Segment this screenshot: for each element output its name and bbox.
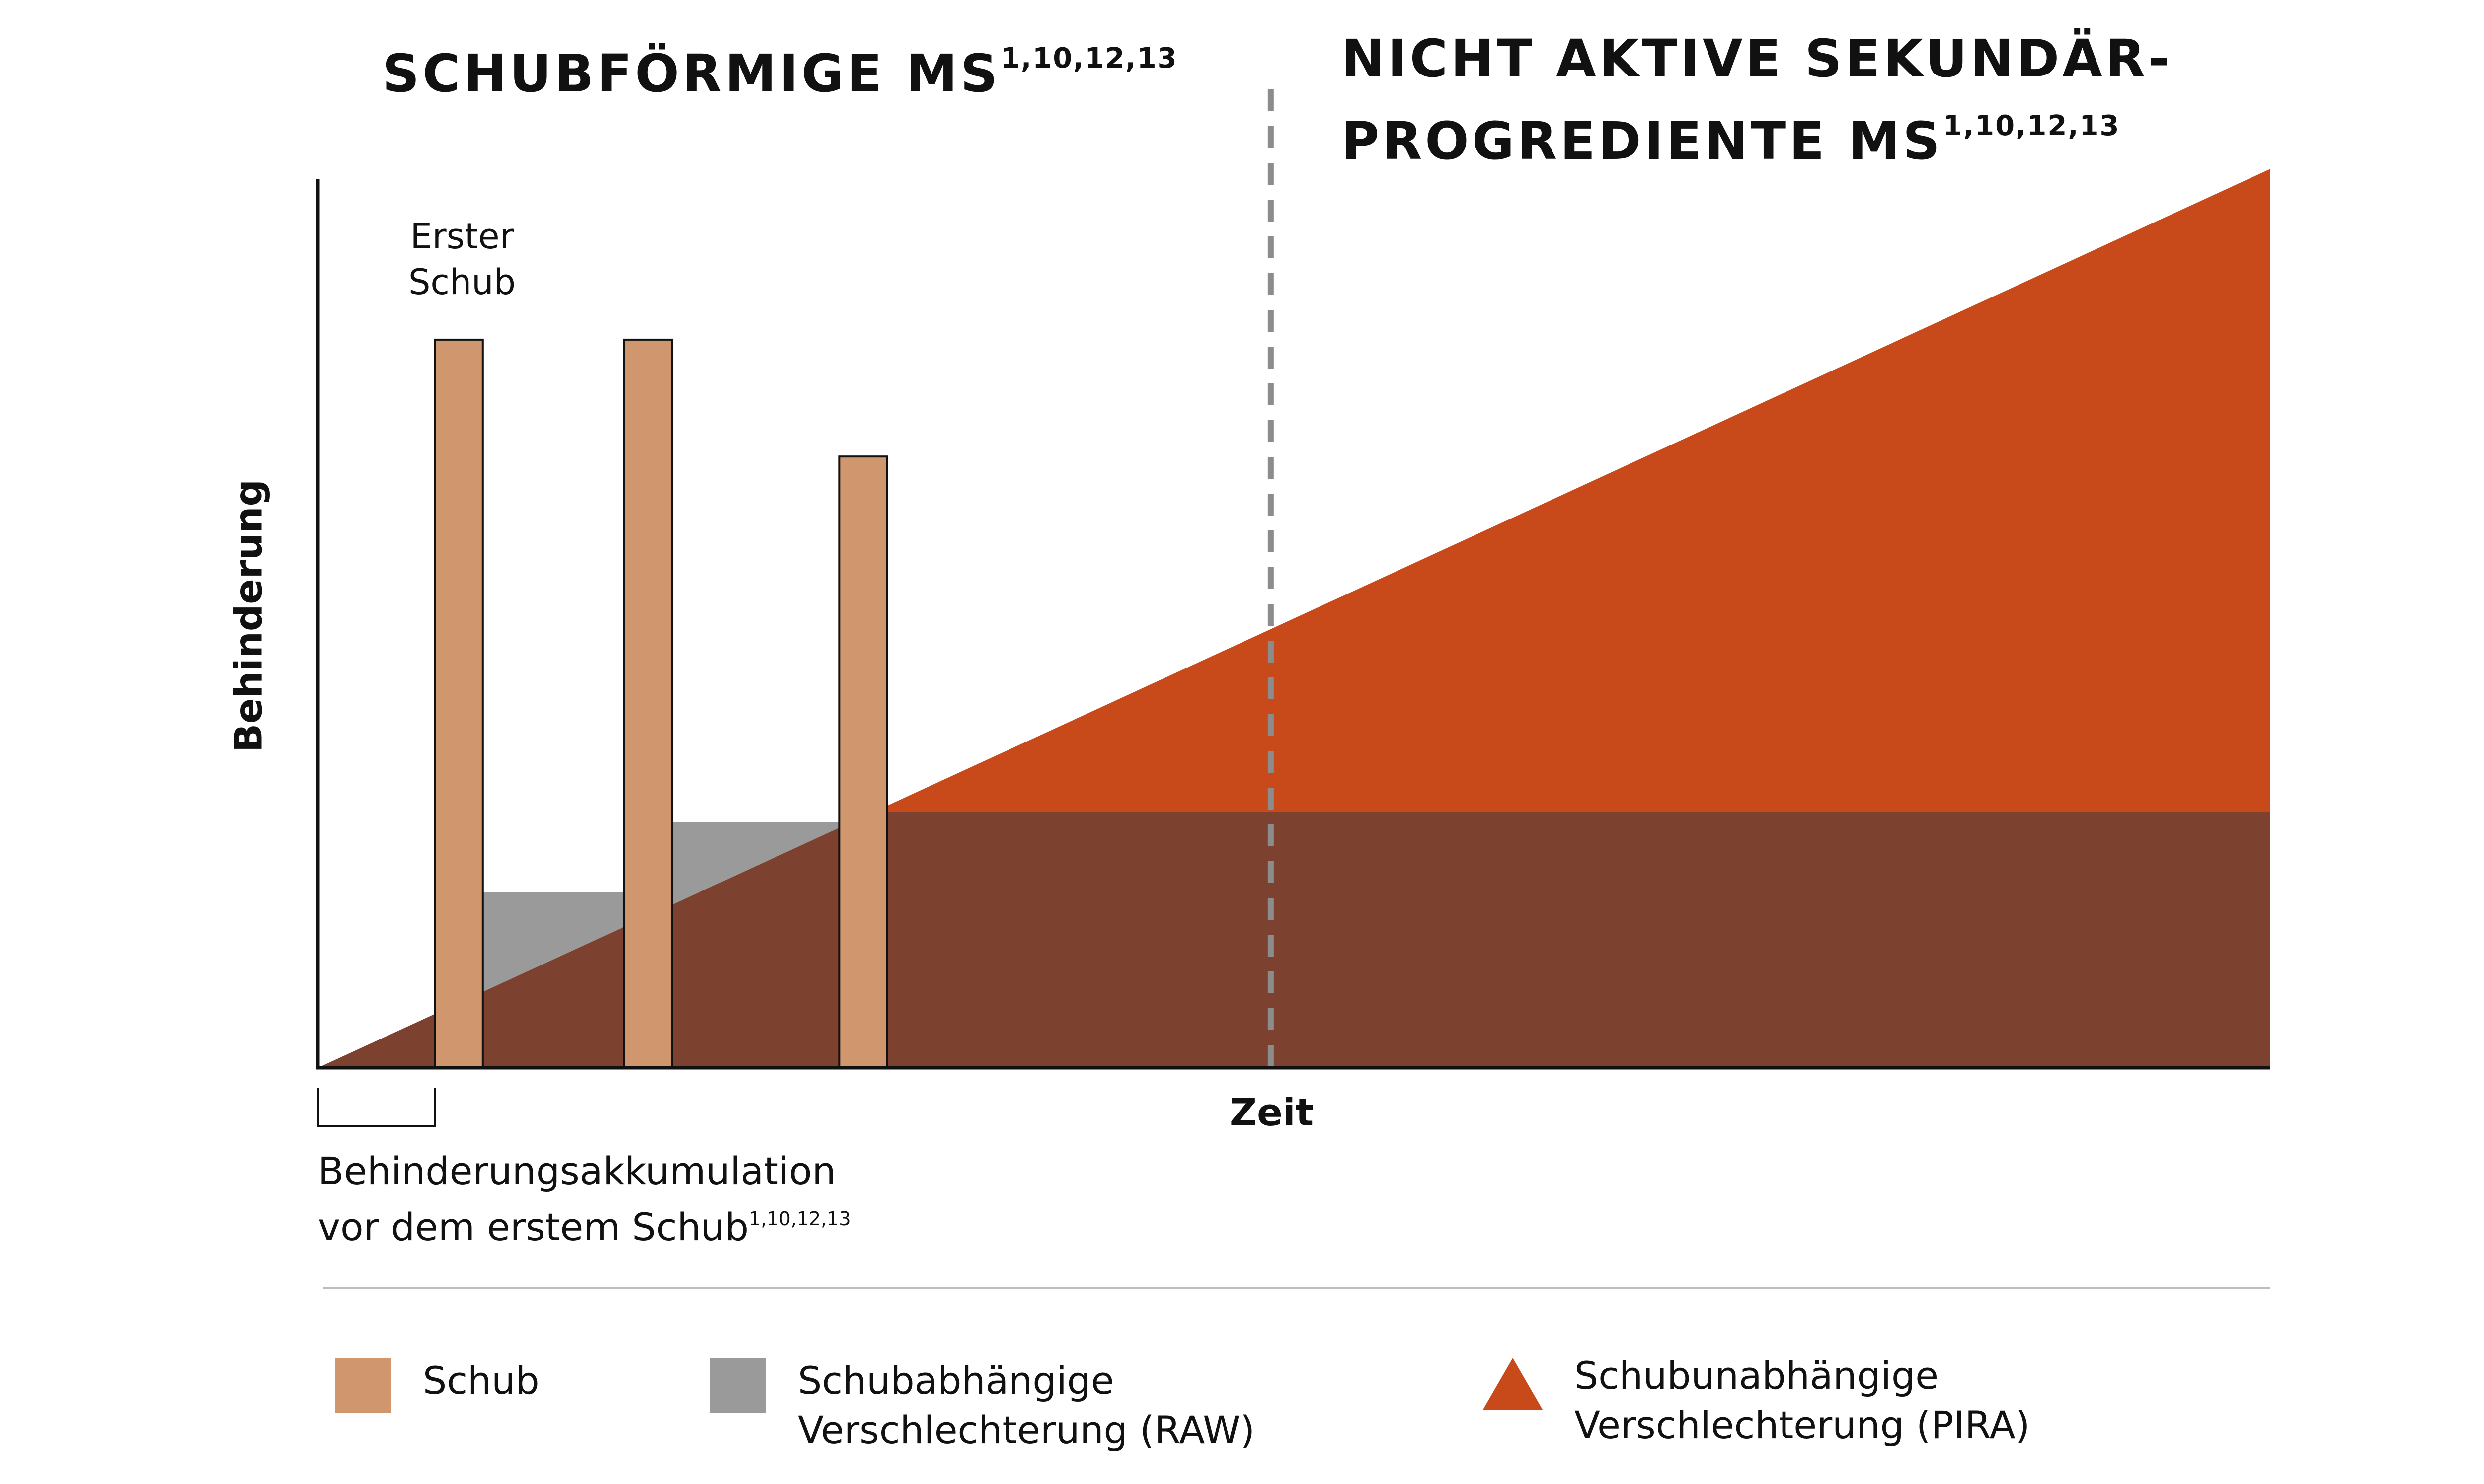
legend-pira-line2: Verschlechterung (PIRA) — [1574, 1403, 2030, 1447]
legend-raw-line2: Verschlechterung (RAW) — [798, 1408, 1255, 1452]
legend-item-pira: Schubunabhängige Verschlechterung (PIRA) — [1483, 1351, 2030, 1450]
legend-divider — [323, 1287, 2270, 1289]
first-relapse-line2: Schub — [408, 262, 516, 302]
raw-step-2 — [671, 822, 840, 905]
raw-pira-overlap-area — [318, 812, 2270, 1068]
first-relapse-label: Erster Schub — [378, 214, 546, 305]
pre-relapse-line1: Behinderungsakkumulation — [318, 1149, 836, 1193]
relapse-bar-2 — [623, 338, 674, 1069]
y-axis-label: Behinderung — [226, 479, 271, 752]
pre-relapse-bracket — [317, 1088, 436, 1127]
heading-relapsing-ms-text: SCHUBFÖRMIGE MS — [382, 43, 1001, 104]
legend-pira-line1: Schubunabhängige — [1574, 1353, 1939, 1398]
heading-relapsing-ms-refs: 1,10,12,13 — [1001, 42, 1178, 74]
heading-spms-refs: 1,10,12,13 — [1942, 110, 2120, 142]
heading-spms-line2: PROGREDIENTE MS — [1341, 111, 1943, 171]
legend-item-relapse: Schub — [335, 1356, 540, 1413]
legend-label-raw: Schubabhängige Verschlechterung (RAW) — [798, 1356, 1255, 1455]
x-axis-label: Zeit — [1230, 1090, 1314, 1134]
heading-spms-line1: NICHT AKTIVE SEKUNDÄR- — [1341, 28, 2173, 89]
heading-spms: NICHT AKTIVE SEKUNDÄR- PROGREDIENTE MS1,1… — [1341, 25, 2170, 175]
relapse-bar-3 — [838, 455, 888, 1069]
raw-step-1 — [482, 892, 625, 992]
legend-label-relapse: Schub — [423, 1358, 540, 1403]
heading-relapsing-ms: SCHUBFÖRMIGE MS1,10,12,13 — [358, 25, 1202, 107]
legend-raw-line1: Schubabhängige — [798, 1358, 1114, 1403]
pre-relapse-refs: 1,10,12,13 — [749, 1208, 851, 1230]
legend-swatch-relapse — [335, 1358, 391, 1413]
legend-swatch-raw — [710, 1358, 766, 1413]
legend-label-pira: Schubunabhängige Verschlechterung (PIRA) — [1574, 1351, 2030, 1450]
pre-relapse-line2: vor dem erstem Schub — [318, 1205, 749, 1249]
legend-item-raw: Schubabhängige Verschlechterung (RAW) — [710, 1356, 1255, 1455]
pre-relapse-note: Behinderungsakkumulation vor dem erstem S… — [318, 1147, 851, 1251]
legend-triangle-pira-icon — [1483, 1358, 1543, 1410]
first-relapse-line1: Erster — [410, 216, 514, 257]
relapse-bar-1 — [434, 338, 484, 1069]
